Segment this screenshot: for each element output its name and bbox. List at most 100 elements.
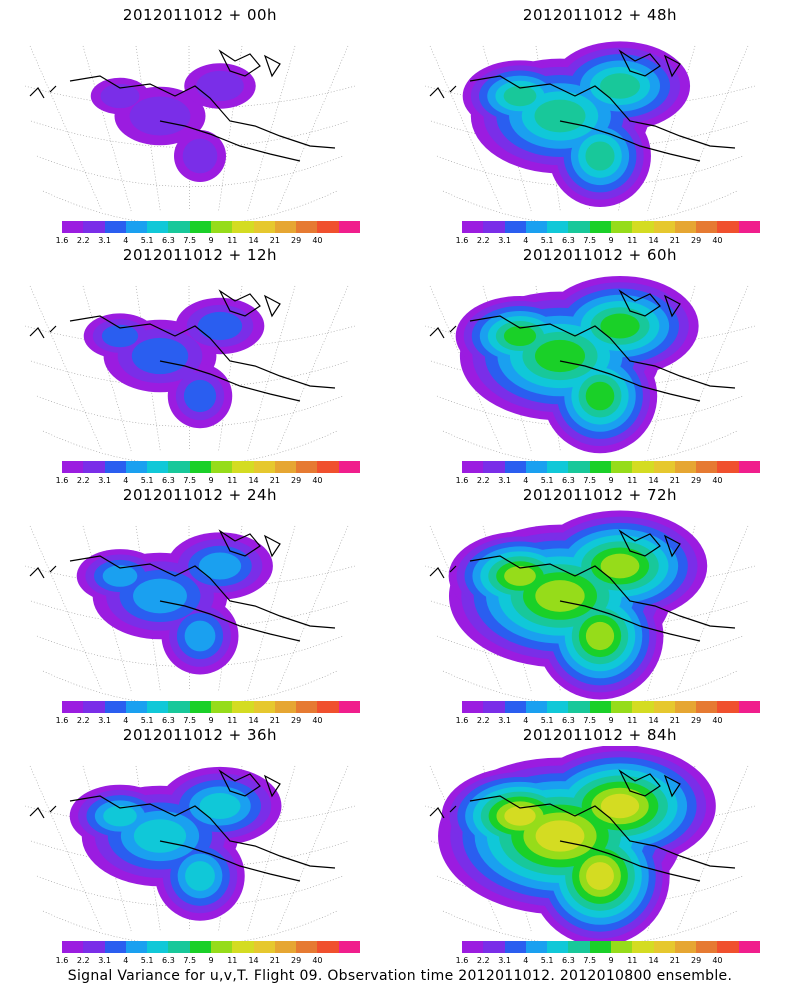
colorbar-swatch (462, 221, 484, 233)
colorbar-swatch (189, 941, 211, 953)
colorbar-tick-label: 21 (669, 476, 680, 485)
colorbar-tick-label: 11 (627, 956, 638, 965)
colorbar-tick-label: 29 (691, 476, 702, 485)
colorbar-swatch (125, 701, 148, 713)
colorbar-swatch (62, 221, 84, 233)
colorbar-swatch (632, 941, 654, 953)
colorbar-swatch (674, 461, 697, 473)
colorbar-swatch (83, 221, 105, 233)
colorbar-swatch (653, 221, 675, 233)
colorbar-swatch (296, 461, 318, 473)
colorbar-tick-label: 7.5 (583, 236, 597, 245)
colorbar-tick-label: 2.2 (76, 956, 90, 965)
colorbar-swatch (653, 461, 675, 473)
panel-title: 2012011012 + 00h (122, 6, 278, 24)
colorbar-swatch (696, 461, 718, 473)
colorbar-tick-label: 1.6 (55, 716, 69, 725)
colorbar-tick-label: 29 (291, 476, 302, 485)
colorbar-tick-label: 1.6 (55, 956, 69, 965)
colorbar-tick-label: 14 (648, 716, 659, 725)
colorbar-tick-label: 9 (208, 236, 214, 245)
colorbar-tick-label: 21 (269, 236, 280, 245)
colorbar-tick-label: 29 (291, 956, 302, 965)
coastlines (29, 289, 336, 402)
colorbar-tick-label: 2.2 (476, 476, 490, 485)
colorbar-tick-label: 4 (123, 956, 129, 965)
colorbar-tick-label: 11 (227, 476, 238, 485)
variance-map (424, 510, 756, 701)
colorbar-swatch (568, 941, 590, 953)
colorbar-swatch (610, 461, 633, 473)
colorbar-swatch (338, 941, 360, 953)
colorbar-swatch (274, 701, 297, 713)
colorbar-tick-label: 40 (712, 716, 723, 725)
colorbar-tick-label: 9 (608, 476, 614, 485)
colorbar-tick-label: 11 (227, 236, 238, 245)
colorbar-swatch (232, 221, 254, 233)
colorbar-swatch (62, 941, 84, 953)
colorbar-tick-label: 5.1 (540, 716, 554, 725)
colorbar-swatch (104, 461, 126, 473)
coastlines (429, 289, 736, 402)
coastlines (429, 49, 736, 162)
colorbar-swatch (296, 941, 318, 953)
colorbar-swatch (717, 701, 739, 713)
colorbar-labels: 1.6 2.2 3.1 4 5.1 6.3 7.5 9 11 14 21 29 40 (456, 716, 760, 726)
colorbar-swatch (589, 941, 611, 953)
colorbar-tick-label: 40 (312, 476, 323, 485)
colorbar-tick-label: 7.5 (583, 716, 597, 725)
panel-title: 2012011012 + 60h (522, 246, 678, 264)
colorbar-tick-label: 3.1 (98, 716, 111, 725)
colorbar-swatch (696, 701, 718, 713)
colorbar-tick-label: 4 (523, 476, 529, 485)
colorbar-swatch (738, 221, 760, 233)
colorbar-labels: 1.6 2.2 3.1 4 5.1 6.3 7.5 9 11 14 21 29 40 (56, 956, 360, 966)
colorbar-tick-label: 4 (523, 236, 529, 245)
figure-caption: Signal Variance for u,v,T. Flight 09. Ob… (67, 968, 733, 984)
colorbar-swatch (104, 221, 126, 233)
colorbar-swatch (253, 941, 275, 953)
colorbar (462, 941, 760, 953)
colorbar-tick-label: 40 (312, 236, 323, 245)
variance-field (438, 746, 716, 941)
colorbar-tick-label: 9 (608, 716, 614, 725)
colorbar-tick-label: 2.2 (476, 236, 490, 245)
colorbar-tick-label: 3.1 (98, 476, 111, 485)
colorbar-swatch (674, 941, 697, 953)
colorbar-swatch (483, 701, 505, 713)
colorbar-tick-label: 14 (248, 476, 259, 485)
colorbar-swatch (147, 221, 169, 233)
colorbar-tick-label: 3.1 (498, 236, 511, 245)
coastlines (29, 529, 336, 642)
colorbar-swatch (189, 221, 211, 233)
colorbar-tick-label: 1.6 (55, 236, 69, 245)
colorbar-tick-label: 3.1 (98, 956, 111, 965)
colorbar-tick-label: 5.1 (140, 476, 154, 485)
colorbar-swatch (317, 461, 339, 473)
forecast-panel: 2012011012 + 72h 1.6 2.2 3.1 4 5.1 6.3 7.5 9 11 14… (400, 480, 800, 725)
colorbar-labels: 1.6 2.2 3.1 4 5.1 6.3 7.5 9 11 14 21 29 40 (456, 476, 760, 486)
colorbar-swatch (547, 461, 569, 473)
colorbar-tick-label: 29 (691, 716, 702, 725)
forecast-panel: 2012011012 + 12h 1.6 2.2 3.1 4 5.1 6.3 7.5 9 11 14… (0, 240, 400, 485)
variance-map (24, 765, 356, 941)
colorbar-tick-label: 1.6 (55, 476, 69, 485)
colorbar-swatch (653, 701, 675, 713)
coastlines (429, 529, 736, 642)
colorbar-tick-label: 3.1 (98, 236, 111, 245)
colorbar-tick-label: 6.3 (162, 236, 175, 245)
colorbar-tick-label: 21 (669, 956, 680, 965)
colorbar-swatch (653, 941, 675, 953)
colorbar-labels: 1.6 2.2 3.1 4 5.1 6.3 7.5 9 11 14 21 29 40 (456, 956, 760, 966)
colorbar-swatch (147, 941, 169, 953)
forecast-panel: 2012011012 + 36h 1.6 2.2 3.1 4 5.1 6.3 7.5 9 11 14… (0, 720, 400, 965)
colorbar-swatch (504, 221, 526, 233)
colorbar-swatch (104, 941, 126, 953)
panel-title: 2012011012 + 84h (522, 726, 678, 744)
colorbar-swatch (104, 701, 126, 713)
colorbar-swatch (253, 221, 275, 233)
colorbar-swatch (483, 461, 505, 473)
colorbar-swatch (62, 461, 84, 473)
colorbar-tick-label: 14 (248, 956, 259, 965)
colorbar-tick-label: 29 (291, 716, 302, 725)
